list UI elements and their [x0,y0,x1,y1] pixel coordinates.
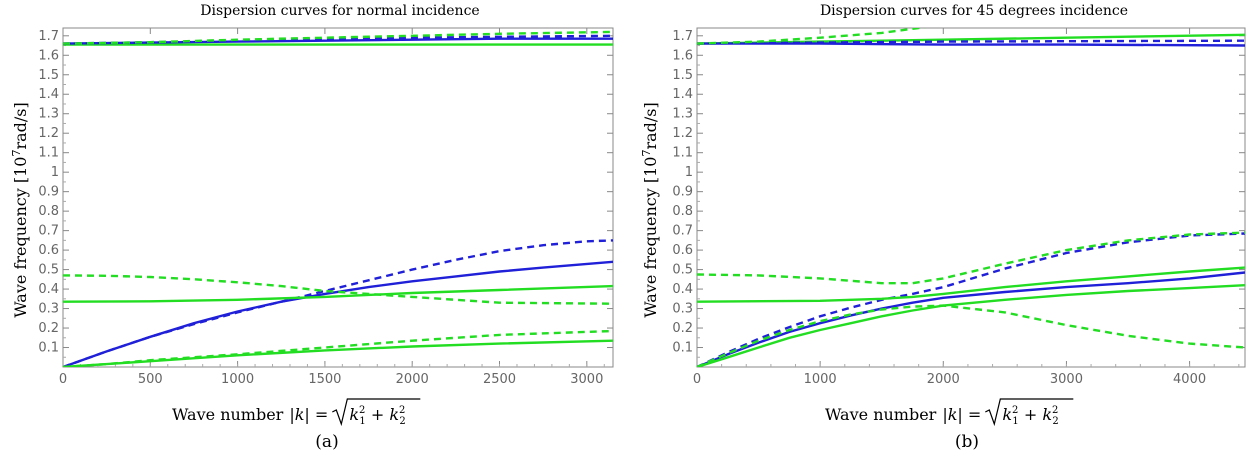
sqrt-sign [332,398,421,427]
y-tick-label: 0.3 [672,302,693,317]
chart-b-xlabel-text: Wave number [825,405,937,424]
y-tick-label: 0.6 [672,243,693,258]
series-line-green-dashed [63,274,613,305]
formula-radicand: k2 1 + k2 2 [349,405,405,427]
y-tick-label: 1.1 [38,146,59,161]
y-tick-label: 0.2 [38,321,59,336]
x-tick-label: 2000 [927,372,960,387]
chart-a-ylabel: Wave frequency [107rad/s] [10,102,30,318]
chart-a-ylabel-text: Wave frequency [11,188,30,318]
chart-b-svg: Dispersion curves for 45 degrees inciden… [640,3,1246,452]
chart-b-ylabel-unit: rad/s] [641,102,660,149]
x-tick-label: 1000 [804,372,837,387]
y-tick-label: 1.3 [672,107,693,122]
y-tick-label: 1.5 [38,68,59,83]
y-tick-label: 1.6 [38,48,59,63]
y-tick-label: 0.8 [672,204,693,219]
chart-a-ylabel-unit: rad/s] [11,102,30,149]
series-line-blue-solid [697,42,1245,47]
y-tick-label: 0.9 [672,185,693,200]
series-line-blue-dashed [697,232,1245,367]
y-tick-label: 0.1 [672,341,693,356]
series-line-green-dashed [697,304,1245,367]
y-tick-label: 1.6 [672,48,693,63]
chart-a-title: Dispersion curves for normal incidence [200,3,479,19]
x-tick-label: 3000 [1050,372,1083,387]
y-tick-label: 1 [685,165,693,180]
series-line-blue-solid [63,37,613,45]
y-tick-label: 0.4 [672,282,693,297]
chart-b-ylabel-exp: 7 [640,150,653,157]
x-tick-label: 4000 [1173,372,1206,387]
x-tick-label: 2000 [396,372,429,387]
y-tick-label: 0.7 [672,224,693,239]
formula-abs-k: |k| = [289,405,328,424]
chart-a-svg: Dispersion curves for normal incidence 0… [10,3,614,452]
y-tick-label: 0.3 [38,302,59,317]
sqrt-sign [985,398,1074,427]
x-tick-label: 2500 [483,372,516,387]
y-tick-label: 1.4 [38,87,59,102]
x-tick-label: 0 [693,372,701,387]
chart-b-ylabel-text: Wave frequency [641,188,660,318]
y-tick-label: 0.7 [38,224,59,239]
chart-a-xlabel-text: Wave number [172,405,284,424]
y-tick-label: 1.5 [672,68,693,83]
x-tick-label: 3000 [570,372,603,387]
y-tick-label: 0.2 [672,321,693,336]
chart-a-frame [62,27,614,368]
series-line-green-dashed [63,329,613,367]
chart-b-xlabel: Wave number |k| = k2 1 + k2 2 [825,398,1074,427]
chart-a-xlabel-formula: |k| = k2 1 + k2 2 [289,398,421,427]
x-tick-label: 500 [138,372,163,387]
series-line-green-dashed [697,231,1245,285]
series-line-green-solid [697,284,1245,367]
y-tick-label: 0.4 [38,282,59,297]
x-tick-label: 1500 [308,372,341,387]
y-tick-label: 1.1 [672,146,693,161]
y-tick-label: 0.9 [38,185,59,200]
y-tick-label: 0.1 [38,341,59,356]
chart-a-xlabel: Wave number |k| = k2 1 + k2 2 [172,398,421,427]
y-tick-label: 1.7 [672,29,693,44]
y-tick-label: 0.6 [38,243,59,258]
y-tick-label: 0.8 [38,204,59,219]
series-line-green-solid [697,266,1245,303]
series-line-blue-dashed [697,39,1245,45]
chart-b-caption: (b) [955,432,979,452]
series-line-green-solid [63,339,613,367]
y-tick-label: 0.5 [38,263,59,278]
chart-a-ylabel-exp: 7 [10,150,23,157]
chart-a-caption: (a) [315,432,338,452]
series-line-green-solid [63,284,613,303]
y-tick-label: 1.3 [38,107,59,122]
series-line-blue-solid [63,260,613,367]
series-line-green-dashed [697,28,927,45]
x-tick-label: 0 [59,372,67,387]
y-tick-label: 1.2 [672,126,693,141]
y-tick-label: 1.2 [38,126,59,141]
chart-b-xlabel-formula: |k| = k2 1 + k2 2 [942,398,1074,427]
formula-radicand: k2 1 + k2 2 [1002,405,1058,427]
x-tick-label: 1000 [221,372,254,387]
y-tick-label: 1.7 [38,29,59,44]
chart-b-ylabel: Wave frequency [107rad/s] [640,102,660,318]
series-line-green-dashed [63,30,613,45]
chart-b: Dispersion curves for 45 degrees inciden… [630,0,1251,459]
y-tick-label: 1 [51,165,59,180]
series-line-green-solid [697,33,1245,45]
y-tick-label: 0.5 [672,263,693,278]
chart-b-frame [696,27,1246,368]
chart-a: Dispersion curves for normal incidence 0… [0,0,625,459]
chart-b-title: Dispersion curves for 45 degrees inciden… [820,3,1128,19]
formula-abs-k: |k| = [942,405,981,424]
y-tick-label: 1.4 [672,87,693,102]
series-line-blue-solid [697,271,1245,367]
series-line-blue-dashed [63,239,613,367]
